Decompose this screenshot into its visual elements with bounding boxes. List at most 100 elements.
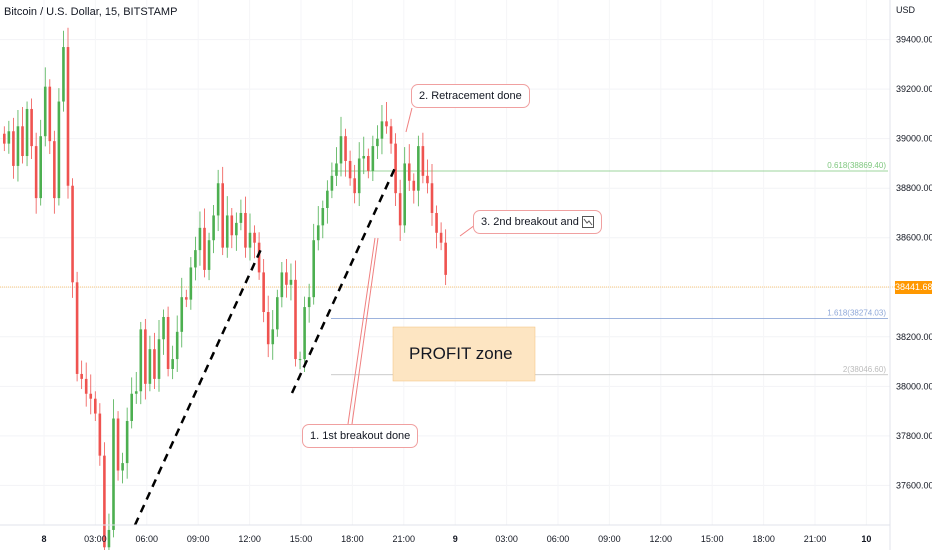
time-tick-label: 21:00 <box>393 534 416 544</box>
candle-body <box>144 329 147 384</box>
candle-body <box>7 131 11 144</box>
candle-body <box>326 190 329 209</box>
callout-second-breakout-text: 3. 2nd breakout and <box>481 216 579 228</box>
price-tick-label: 38000.00 <box>896 381 932 391</box>
candle-body <box>175 331 179 360</box>
candle-body <box>330 175 334 191</box>
pointer-first-breakout-b <box>351 237 379 425</box>
candle-body <box>157 339 161 379</box>
candle-body <box>171 359 174 369</box>
candle-body <box>139 329 143 392</box>
current-price-tag: 38441.68 <box>895 281 932 294</box>
candle-body <box>207 240 211 270</box>
time-tick-label: 18:00 <box>341 534 364 544</box>
price-tick-label: 39400.00 <box>896 35 932 45</box>
candle-body <box>180 297 184 332</box>
candle-body <box>221 183 224 248</box>
candle-body <box>385 121 388 127</box>
candle-body <box>66 47 70 186</box>
candle-body <box>134 391 138 394</box>
time-axis: 8 03:00 06:00 09:00 12:00 15:00 18:00 21:00 9 03:… <box>41 534 871 544</box>
candle-body <box>189 267 193 300</box>
trend-line-2[interactable] <box>290 167 397 394</box>
callout-second-breakout[interactable]: 3. 2nd breakout and <box>473 210 602 235</box>
candle-body <box>367 156 370 171</box>
candle-body <box>298 359 302 361</box>
candle-body <box>30 108 33 147</box>
candle-body <box>235 222 238 236</box>
candle-body <box>380 121 384 139</box>
candle-body <box>403 163 406 226</box>
fib-level-label: 1.618(38274.03) <box>827 308 886 317</box>
candlesticks <box>3 27 447 550</box>
candle-body <box>98 413 102 456</box>
callout-first-breakout[interactable]: 1. 1st breakout done <box>302 424 419 448</box>
candle-body <box>376 138 379 147</box>
candle-body <box>289 279 293 285</box>
currency-label: USD <box>896 5 916 15</box>
candle-body <box>230 215 234 236</box>
time-tick-label: 09:00 <box>187 534 210 544</box>
price-axis: 39400.00 39200.00 39000.00 38800.00 38600.00… <box>896 5 932 490</box>
candle-body <box>444 242 447 275</box>
trend-line-1[interactable] <box>133 246 264 526</box>
candle-body <box>89 393 93 399</box>
trend-lines <box>133 167 397 526</box>
candle-body <box>84 378 88 394</box>
candle-body <box>94 398 97 414</box>
candle-body <box>439 232 443 243</box>
time-tick-label: 03:00 <box>495 534 518 544</box>
candle-body <box>153 349 156 379</box>
candle-body <box>316 225 320 241</box>
candle-body <box>25 108 29 157</box>
time-tick-label: 03:00 <box>84 534 107 544</box>
candle-body <box>198 227 202 251</box>
candle-body <box>239 212 243 223</box>
time-tick-label: 8 <box>41 534 46 544</box>
candle-body <box>216 183 220 216</box>
candle-body <box>203 227 206 270</box>
time-tick-label: 06:00 <box>547 534 570 544</box>
candle-body <box>412 180 416 191</box>
price-tick-label: 39000.00 <box>896 134 932 144</box>
price-tick-label: 37600.00 <box>896 480 932 490</box>
candle-body <box>121 463 124 471</box>
time-tick-label: 15:00 <box>290 534 313 544</box>
callout-retracement[interactable]: 2. Retracement done <box>411 84 530 108</box>
candle-body <box>421 146 425 176</box>
candle-body <box>71 185 74 283</box>
candle-body <box>75 282 79 374</box>
candle-body <box>248 232 252 248</box>
fib-level-label: 0.618(38869.40) <box>827 161 886 170</box>
candle-body <box>3 133 6 144</box>
price-tick-label: 38200.00 <box>896 332 932 342</box>
candle-body <box>212 215 215 241</box>
pointer-second-breakout <box>459 224 476 237</box>
candle-body <box>435 212 438 233</box>
candle-body <box>339 136 343 164</box>
candle-body <box>107 529 111 548</box>
time-tick-label: 09:00 <box>598 534 621 544</box>
candle-body <box>62 47 65 102</box>
candle-body <box>225 215 229 248</box>
candle-body <box>53 141 56 199</box>
candle-body <box>266 312 270 345</box>
candle-body <box>12 131 15 166</box>
candle-body <box>21 126 24 157</box>
candle-body <box>262 272 265 313</box>
candle-body <box>185 297 188 300</box>
candle-body <box>307 297 311 308</box>
price-tick-label: 38800.00 <box>896 183 932 193</box>
candle-body <box>80 373 83 379</box>
profit-zone-box[interactable] <box>392 326 536 382</box>
candle-body <box>112 418 115 530</box>
candle-body <box>398 193 402 226</box>
callout-retracement-text: 2. Retracement done <box>419 90 522 102</box>
candle-body <box>43 86 47 137</box>
candle-body <box>148 349 152 384</box>
price-tick-label: 38600.00 <box>896 233 932 243</box>
chart-snapshot-icon[interactable] <box>581 216 594 229</box>
candle-body <box>162 316 165 340</box>
candle-body <box>407 163 411 181</box>
